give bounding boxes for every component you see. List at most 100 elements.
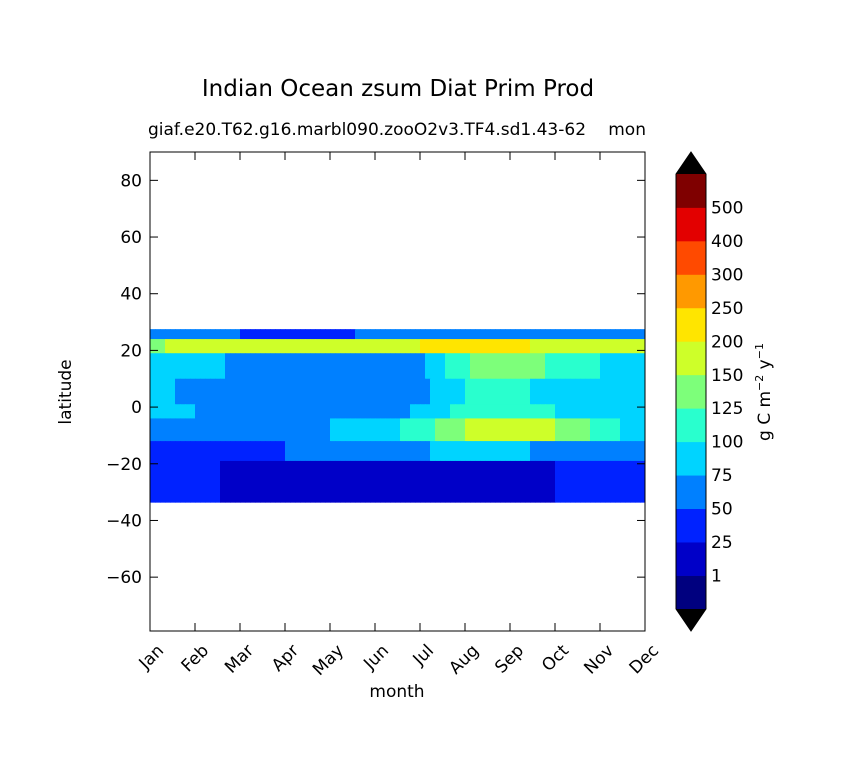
field-cell [440, 378, 446, 405]
field-cell [575, 418, 581, 442]
field-cell [435, 329, 441, 340]
field-cell [295, 441, 301, 462]
field-cell [530, 404, 536, 420]
field-cell [640, 441, 645, 462]
y-tick-label: 60 [120, 228, 142, 248]
field-cell [460, 441, 466, 462]
field-cell [415, 404, 421, 420]
field-cell [310, 329, 316, 340]
field-cell [440, 441, 446, 462]
field-cell [455, 441, 461, 462]
field-cell [165, 404, 171, 420]
field-cell [235, 339, 241, 354]
field-cell [180, 339, 186, 354]
field-cell [560, 404, 566, 420]
field-cell [525, 329, 531, 340]
field-cell [465, 441, 471, 462]
field-cell [575, 378, 581, 405]
field-cell [555, 339, 561, 354]
field-cell [200, 460, 206, 503]
field-cell [255, 418, 261, 442]
field-cell [565, 329, 571, 340]
field-cell [270, 460, 276, 503]
field-cell [490, 378, 496, 405]
chart-title: Indian Ocean zsum Diat Prim Prod [201, 76, 595, 102]
field-cell [225, 418, 231, 442]
field-cell [400, 404, 406, 420]
colorbar-tick-label: 150 [711, 366, 743, 386]
field-cell [225, 404, 231, 420]
field-cell [190, 404, 196, 420]
field-cell [570, 329, 576, 340]
field-cell [355, 441, 361, 462]
field-cell [215, 329, 221, 340]
field-cell [615, 418, 621, 442]
field-cell [505, 339, 511, 354]
field-cell [495, 353, 501, 380]
field-cell [385, 339, 391, 354]
colorbar-box [676, 575, 706, 610]
field-cell [225, 378, 231, 405]
field-cell [510, 353, 516, 380]
field-cell [555, 404, 561, 420]
field-cell [325, 460, 331, 503]
field-cell [155, 378, 161, 405]
field-cell [420, 339, 426, 354]
field-cell [205, 460, 211, 503]
y-tick-label: 0 [131, 398, 142, 418]
field-cell [425, 460, 431, 503]
field-cell [510, 378, 516, 405]
field-cell [350, 460, 356, 503]
field-cell [530, 378, 536, 405]
field-cell [455, 404, 461, 420]
field-cell [250, 460, 256, 503]
field-cell [605, 353, 611, 380]
field-cell [310, 441, 316, 462]
field-cell [245, 378, 251, 405]
field-cell [635, 339, 641, 354]
field-cell [200, 329, 206, 340]
field-cell [325, 404, 331, 420]
field-cell [345, 329, 351, 340]
field-cell [415, 460, 421, 503]
field-cell [215, 353, 221, 380]
field-cell [610, 460, 616, 503]
field-cell [395, 441, 401, 462]
field-cell [285, 329, 291, 340]
field-cell [550, 378, 556, 405]
field-cell [225, 460, 231, 503]
field-cell [155, 329, 161, 340]
field-cell [620, 404, 626, 420]
field-cell [185, 339, 191, 354]
field-cell [475, 339, 481, 354]
field-cell [290, 339, 296, 354]
field-cell [430, 339, 436, 354]
field-cell [285, 353, 291, 380]
field-cell [285, 460, 291, 503]
field-cell [550, 353, 556, 380]
field-cell [245, 404, 251, 420]
field-cell [190, 441, 196, 462]
field-cell [595, 329, 601, 340]
field-cell [575, 404, 581, 420]
colorbar-tick-label: 50 [711, 500, 733, 520]
field-cell [445, 378, 451, 405]
field-cell [320, 418, 326, 442]
field-cell [240, 418, 246, 442]
field-cell [305, 329, 311, 340]
x-tick-label: Jun [359, 641, 393, 675]
field-cell [475, 329, 481, 340]
field-cell [390, 353, 396, 380]
field-cell [595, 353, 601, 380]
field-cell [360, 460, 366, 503]
field-cell [375, 418, 381, 442]
field-cell [610, 404, 616, 420]
field-cell [220, 460, 226, 503]
field-cell [305, 404, 311, 420]
field-cell [310, 404, 316, 420]
field-cell [415, 378, 421, 405]
field-cell [490, 339, 496, 354]
field-cell [525, 418, 531, 442]
field-cell [340, 329, 346, 340]
field-cell [330, 329, 336, 340]
